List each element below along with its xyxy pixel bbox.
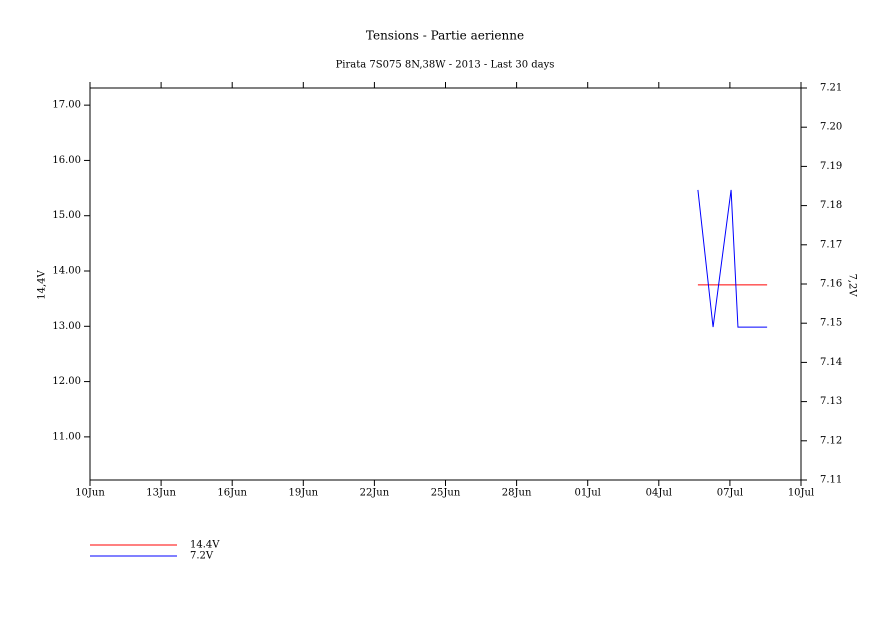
y2-axis-label: 7,2V: [847, 273, 858, 297]
y-tick-label: 11.00: [52, 431, 81, 442]
y2-tick-label: 7.14: [820, 357, 842, 368]
y-axis-label: 14,4V: [37, 269, 48, 299]
legend-label: 14.4V: [190, 540, 220, 551]
x-tick-label: 04Jul: [646, 488, 672, 499]
y-tick-label: 14.00: [52, 266, 81, 277]
x-tick-label: 10Jun: [75, 488, 105, 499]
x-tick-label: 19Jun: [288, 488, 318, 499]
y-tick-label: 12.00: [52, 376, 81, 387]
y2-tick-label: 7.19: [820, 161, 842, 172]
plot-frame: [89, 87, 802, 481]
y2-tick-label: 7.21: [820, 83, 842, 94]
y2-tick-label: 7.15: [820, 318, 842, 329]
x-tick-label: 07Jul: [717, 488, 743, 499]
legend-label: 7.2V: [190, 551, 214, 562]
y2-tick-label: 7.17: [820, 239, 842, 250]
x-tick-label: 28Jun: [502, 488, 532, 499]
y-tick-label: 17.00: [52, 100, 81, 111]
y2-tick-label: 7.11: [820, 475, 842, 486]
x-tick-label: 01Jul: [575, 488, 601, 499]
y-tick-label: 15.00: [52, 210, 81, 221]
y2-tick-label: 7.12: [820, 435, 842, 446]
y2-tick-label: 7.13: [820, 396, 842, 407]
y-tick-label: 16.00: [52, 155, 81, 166]
chart-subtitle: Pirata 7S075 8N,38W - 2013 - Last 30 day…: [336, 60, 555, 71]
y2-tick-label: 7.16: [820, 279, 842, 290]
chart-title: Tensions - Partie aerienne: [366, 29, 524, 43]
x-tick-label: 10Jul: [788, 488, 814, 499]
y2-tick-label: 7.20: [820, 122, 842, 133]
y2-tick-label: 7.18: [820, 200, 842, 211]
x-tick-label: 25Jun: [431, 488, 461, 499]
series-line: [697, 189, 768, 328]
x-tick-label: 16Jun: [217, 488, 247, 499]
x-tick-label: 13Jun: [146, 488, 176, 499]
x-tick-label: 22Jun: [360, 488, 390, 499]
y-tick-label: 13.00: [52, 321, 81, 332]
